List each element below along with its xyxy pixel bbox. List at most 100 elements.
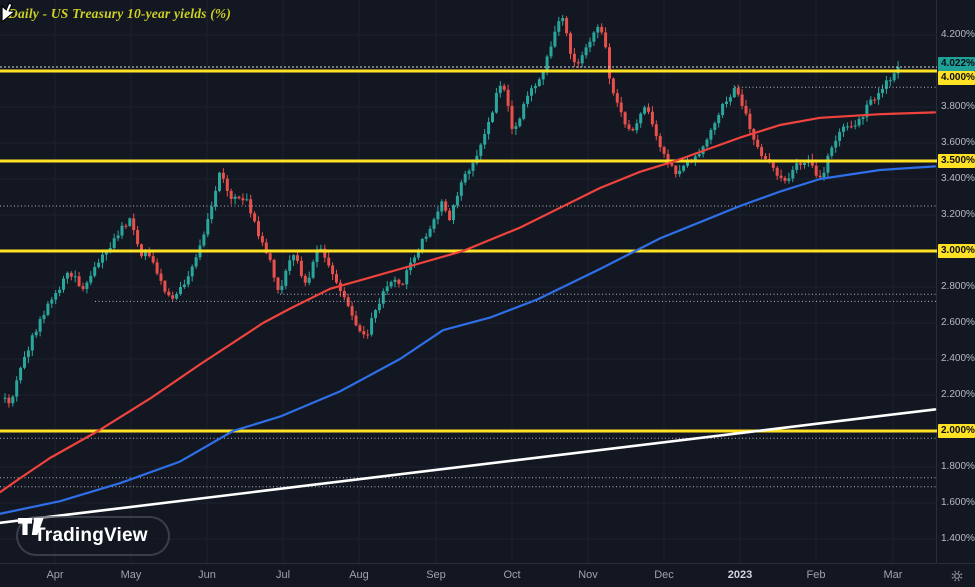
candle [463, 173, 467, 183]
candle [416, 251, 420, 258]
candle [541, 71, 545, 80]
candle [132, 218, 136, 231]
candle [697, 154, 701, 157]
candle [54, 293, 58, 300]
candle [147, 252, 151, 257]
candle [834, 140, 838, 148]
candle [436, 211, 440, 220]
candle [264, 242, 268, 254]
candle [662, 147, 666, 154]
candle [842, 126, 845, 132]
candle [506, 89, 510, 106]
candle [818, 175, 822, 178]
candle [116, 235, 120, 239]
candle [650, 111, 654, 125]
candle [120, 225, 124, 236]
candle [155, 262, 159, 274]
candle [635, 123, 639, 131]
candle [58, 289, 62, 294]
time-axis-label: Dec [654, 569, 674, 581]
candle [237, 196, 241, 199]
price-axis-label: 3.600% [941, 137, 975, 148]
candle [533, 86, 537, 89]
candle [740, 94, 744, 106]
axis-corner[interactable] [938, 563, 975, 587]
candle [276, 277, 280, 290]
candle [245, 199, 249, 201]
dashed-levels [0, 86, 937, 488]
candle [15, 380, 19, 397]
candle [307, 277, 311, 283]
candle [514, 126, 518, 129]
candle [143, 252, 147, 257]
candle [865, 104, 869, 118]
candle [405, 270, 409, 285]
price-axis-label: 1.800% [941, 461, 975, 472]
settings-gear-icon[interactable] [949, 568, 965, 584]
candle [272, 259, 276, 278]
candle [34, 331, 38, 336]
time-axis-label: Mar [883, 569, 903, 581]
time-axis-label: May [120, 569, 142, 581]
candle [572, 53, 576, 63]
candle [358, 325, 362, 332]
time-axis[interactable]: Apr May Jun Jul Aug Sep Oct Nov Dec 2023 Feb Mar [0, 563, 937, 587]
candle [799, 163, 803, 165]
price-chart-canvas[interactable] [0, 0, 937, 563]
candle [323, 248, 327, 258]
candle [389, 281, 393, 287]
price-axis-label: 1.600% [941, 497, 975, 508]
candle [744, 105, 748, 114]
candle [822, 172, 826, 178]
candle [81, 286, 85, 289]
candle [623, 112, 627, 125]
price-axis[interactable]: 4.200% 3.800% 3.600% 3.400% 3.200% 2.800% 2.60… [938, 0, 975, 563]
candle [206, 219, 210, 235]
chart-pane[interactable]: Daily - US Treasury 10-year yields (%) T… [0, 0, 937, 563]
candle [30, 335, 34, 351]
candle [795, 163, 799, 170]
candle [787, 178, 791, 181]
candle [397, 279, 401, 284]
candle [448, 210, 452, 221]
candle [190, 266, 194, 277]
candle [3, 397, 7, 399]
candle [221, 172, 225, 179]
candle [354, 315, 358, 326]
time-axis-label: Nov [578, 569, 598, 581]
candle [292, 255, 296, 261]
candle [502, 85, 506, 90]
candle [498, 85, 502, 94]
candle [736, 88, 740, 95]
candle [643, 107, 647, 114]
candle [803, 162, 806, 165]
candle [686, 160, 689, 166]
candle [545, 56, 549, 72]
price-axis-label: 2.200% [941, 389, 975, 400]
candle [693, 156, 697, 162]
tradingview-logo[interactable]: TradingView [16, 516, 170, 556]
candle [452, 205, 455, 221]
candle [888, 80, 892, 82]
candle [713, 123, 717, 130]
candle [210, 206, 214, 220]
candle [85, 282, 89, 289]
candle [678, 170, 682, 175]
candle [393, 279, 397, 282]
candle [385, 286, 389, 292]
candle [401, 283, 405, 285]
candle [112, 238, 116, 249]
candle [163, 280, 167, 292]
candle [845, 126, 849, 128]
candle [331, 265, 335, 275]
candle [530, 88, 533, 96]
candle [77, 276, 81, 287]
candle [225, 178, 229, 191]
candle [779, 175, 783, 178]
time-axis-label: Apr [46, 569, 64, 581]
candle [830, 147, 834, 156]
candle [487, 121, 491, 135]
candle [175, 293, 179, 299]
candle [38, 319, 42, 332]
candle [717, 115, 721, 124]
